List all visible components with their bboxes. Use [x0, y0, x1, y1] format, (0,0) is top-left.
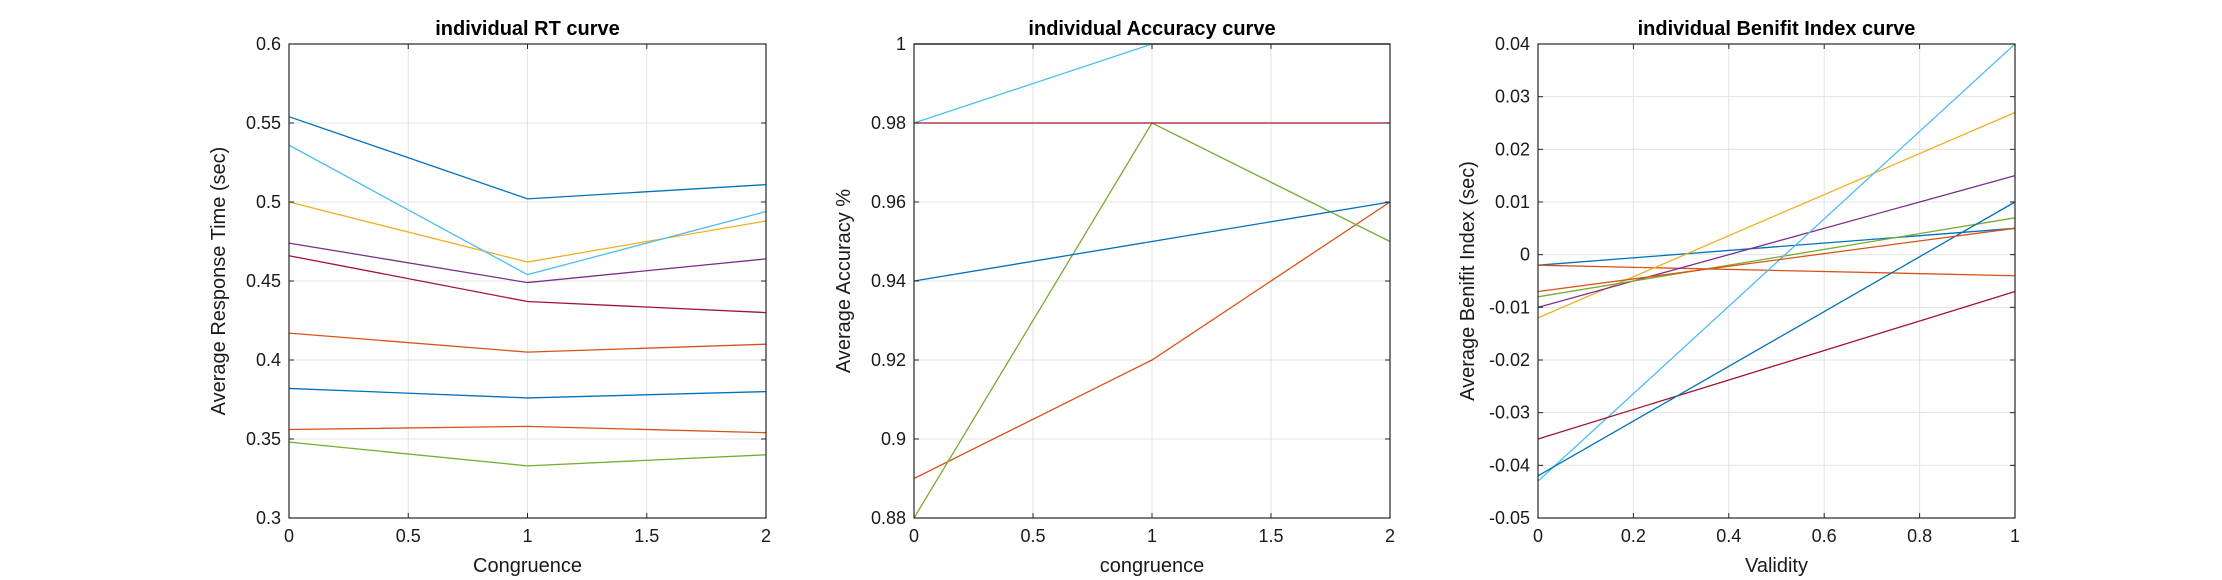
x-tick-label-benefit: 0 [1533, 526, 1543, 546]
series-line-benefit-4 [1537, 175, 2016, 308]
y-axis-label-rt: Average Response Time (sec) [208, 147, 230, 416]
y-tick-label-rt: 0.6 [256, 34, 281, 54]
y-tick-label-benefit: -0.03 [1489, 403, 1530, 423]
x-axis-label-benefit: Validity [1745, 555, 1808, 577]
x-tick-label-rt: 1.5 [634, 526, 659, 546]
y-tick-label-rt: 0.45 [246, 271, 281, 291]
y-tick-label-benefit: -0.01 [1489, 297, 1530, 317]
y-tick-label-accuracy: 0.98 [871, 113, 906, 133]
x-tick-label-rt: 0.5 [396, 526, 421, 546]
x-tick-label-accuracy: 0.5 [1020, 526, 1045, 546]
x-tick-label-accuracy: 1.5 [1258, 526, 1283, 546]
y-tick-label-accuracy: 0.96 [871, 192, 906, 212]
y-tick-label-accuracy: 0.88 [871, 508, 906, 528]
chart-title-accuracy: individual Accuracy curve [1028, 18, 1275, 40]
series-line-rt-2 [288, 332, 767, 353]
chart-panel-benefit: 0 0.2 0.4 0.6 0.8 1 -0.05 -0.04 -0.03 -0.02 -0.01 0… [1457, 18, 2020, 577]
y-tick-label-accuracy: 0.92 [871, 350, 906, 370]
axes-box-benefit [1537, 43, 2016, 519]
y-tick-label-benefit: 0.02 [1495, 139, 1530, 159]
series-line-benefit-7 [1537, 290, 2016, 440]
x-tick-label-benefit: 0.4 [1716, 526, 1741, 546]
chart-panel-rt: 0 0.5 1 1.5 2 0.3 0.35 0.4 0.45 0.5 0.55 0.6 individ… [208, 18, 771, 577]
y-tick-label-rt: 0.5 [256, 192, 281, 212]
series-line-rt-9 [288, 425, 767, 434]
y-tick-label-accuracy: 0.9 [881, 429, 906, 449]
x-axis-label-accuracy: congruence [1100, 555, 1205, 577]
chart-title-benefit: individual Benifit Index curve [1638, 18, 1916, 40]
y-tick-label-accuracy: 0.94 [871, 271, 906, 291]
y-tick-label-benefit: 0.01 [1495, 192, 1530, 212]
x-tick-label-rt: 0 [284, 526, 294, 546]
x-tick-label-benefit: 0.8 [1907, 526, 1932, 546]
y-tick-label-accuracy: 1 [896, 34, 906, 54]
y-tick-label-benefit: 0.04 [1495, 34, 1530, 54]
y-axis-label-benefit: Average Benifit Index (sec) [1457, 161, 1479, 401]
y-tick-label-benefit: 0.03 [1495, 87, 1530, 107]
y-tick-label-rt: 0.3 [256, 508, 281, 528]
y-tick-label-benefit: -0.04 [1489, 455, 1530, 475]
series-line-benefit-9 [1537, 227, 2016, 293]
series-line-rt-1 [288, 116, 767, 200]
y-tick-label-rt: 0.4 [256, 350, 281, 370]
chart-title-rt: individual RT curve [435, 18, 619, 40]
x-tick-label-benefit: 0.2 [1621, 526, 1646, 546]
x-axis-label-rt: Congruence [473, 555, 582, 577]
x-tick-label-accuracy: 0 [909, 526, 919, 546]
chart-panel-accuracy: 0 0.5 1 1.5 2 0.88 0.9 0.92 0.94 0.96 0.98 1 individ… [833, 18, 1395, 577]
series-line-accuracy-8 [913, 201, 1391, 282]
series-line-benefit-2 [1537, 264, 2016, 277]
series-line-rt-4 [288, 242, 767, 284]
y-tick-label-rt: 0.35 [246, 429, 281, 449]
series-line-rt-8 [288, 387, 767, 399]
series-line-benefit-8 [1537, 201, 2016, 477]
series-line-benefit-6 [1537, 43, 2016, 482]
y-tick-label-benefit: -0.05 [1489, 508, 1530, 528]
series-line-rt-5 [288, 441, 767, 467]
x-tick-label-accuracy: 1 [1147, 526, 1157, 546]
x-tick-label-rt: 2 [761, 526, 771, 546]
series-line-benefit-5 [1537, 217, 2016, 298]
x-tick-label-accuracy: 2 [1385, 526, 1395, 546]
series-line-rt-3 [288, 201, 767, 263]
series-line-accuracy-2 [913, 201, 1391, 480]
y-tick-label-rt: 0.55 [246, 113, 281, 133]
series-line-benefit-1 [1537, 227, 2016, 266]
y-axis-label-accuracy: Average Accuracy % [833, 189, 855, 373]
series-line-rt-7 [288, 255, 767, 314]
plot-area-benefit [1538, 44, 2015, 518]
x-tick-label-benefit: 0.6 [1812, 526, 1837, 546]
series-line-rt-6 [288, 144, 767, 276]
x-tick-label-benefit: 1 [2010, 526, 2020, 546]
x-tick-label-rt: 1 [522, 526, 532, 546]
y-tick-label-benefit: -0.02 [1489, 350, 1530, 370]
y-tick-label-benefit: 0 [1520, 245, 1530, 265]
